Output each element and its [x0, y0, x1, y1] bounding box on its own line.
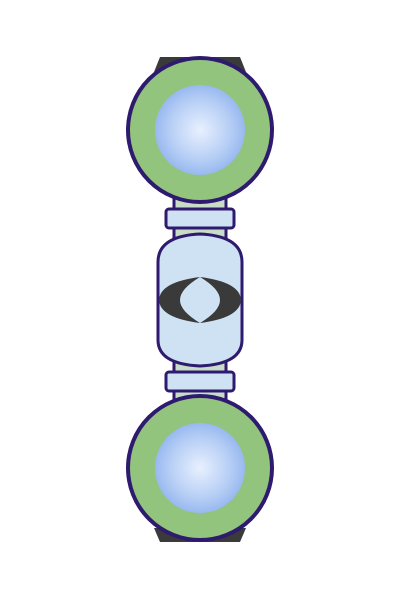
eye-symbol-icon — [159, 277, 241, 323]
lower-collar — [164, 370, 236, 393]
center-housing — [156, 232, 244, 368]
bottom-lens-icon — [155, 423, 245, 513]
upper-collar — [164, 207, 236, 230]
top-lens-icon — [155, 85, 245, 175]
